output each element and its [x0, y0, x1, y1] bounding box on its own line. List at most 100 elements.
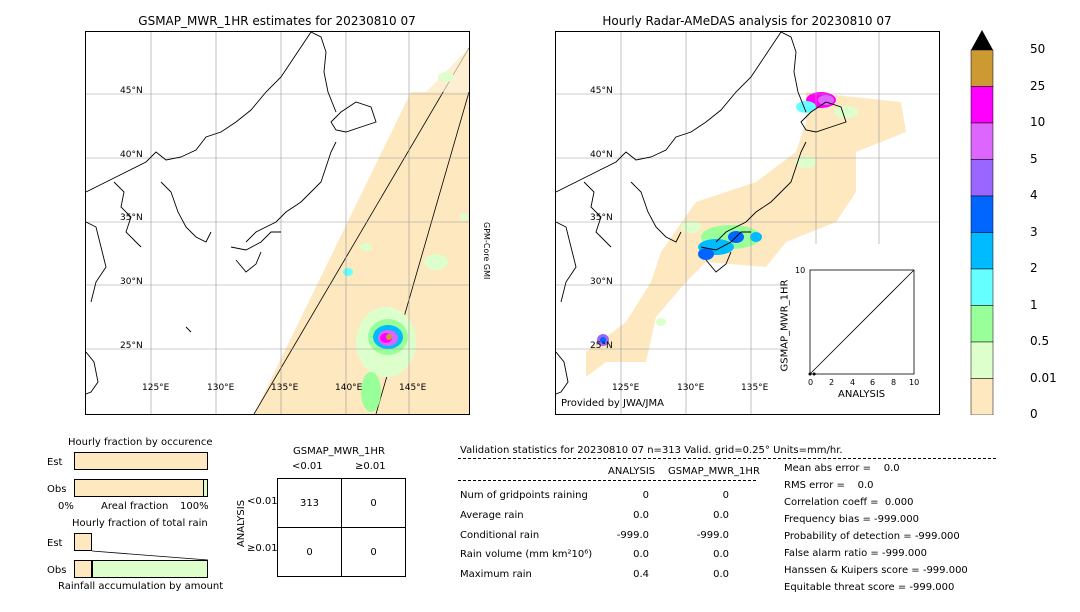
val-row3-b: 0.0 — [713, 549, 729, 560]
rain-cells — [343, 72, 468, 412]
score-corr: Correlation coeff = 0.000 — [784, 497, 914, 508]
colorbar-tick-label: 0 — [1030, 407, 1038, 421]
ct-col-lt: <0.01 — [292, 461, 323, 472]
val-row0-label: Num of gridpoints raining — [460, 490, 588, 501]
r-lon-label-135: 135°E — [741, 383, 769, 393]
ct-cell-00: 313 — [277, 478, 342, 528]
lat-label-40: 40°N — [120, 150, 143, 160]
ct-cell-01: 0 — [341, 478, 406, 528]
score-mae: Mean abs error = 0.0 — [784, 463, 900, 474]
inset-xtick-6: 6 — [870, 378, 876, 387]
one-to-one-line — [809, 269, 915, 375]
colorbar-swatch-8 — [970, 341, 994, 379]
inset-xtick-0: 0 — [808, 378, 814, 387]
scatter-point-1 — [812, 372, 816, 376]
colorbar-swatch-3 — [970, 159, 994, 197]
colorbar-tick-label: 4 — [1030, 188, 1038, 202]
ct-cell-10: 0 — [277, 527, 342, 577]
val-col-divider — [458, 480, 756, 481]
val-row2-b: -999.0 — [696, 530, 729, 541]
inset-ylabel: GSMAP_MWR_1HR — [779, 279, 791, 372]
occ-obs-label: Obs — [47, 484, 67, 495]
val-row1-b: 0.0 — [713, 510, 729, 521]
colorbar-tick-label: 50 — [1030, 42, 1046, 56]
ct-row-ge: ≥0.01 — [247, 543, 278, 554]
validation-divider — [458, 458, 996, 459]
lat-label-25: 25°N — [120, 341, 143, 351]
contingency-title: GSMAP_MWR_1HR — [293, 446, 385, 457]
score-pod: Probability of detection = -999.000 — [784, 531, 960, 542]
colorbar-swatch-0 — [970, 49, 994, 87]
r-lat-label-35: 35°N — [590, 213, 613, 223]
tot-obs-label: Obs — [47, 565, 67, 576]
occ-xtick-100: 100% — [180, 501, 209, 512]
colorbar-tick-label: 10 — [1030, 115, 1046, 129]
ct-row-lt: <0.01 — [247, 496, 278, 507]
tot-est-bar — [74, 533, 92, 551]
val-row2-label: Conditional rain — [460, 530, 540, 541]
lon-label-135: 135°E — [271, 383, 299, 393]
tot-obs-bar-b — [92, 560, 208, 578]
occ-est-label: Est — [47, 457, 63, 468]
inset-xlabel: ANALYSIS — [838, 389, 886, 400]
right-map-title: Hourly Radar-AMeDAS analysis for 2023081… — [602, 14, 892, 28]
total-rain-title: Hourly fraction of total rain — [72, 518, 208, 529]
colorbar-tick-label: 25 — [1030, 78, 1046, 93]
radar-coverage — [586, 92, 906, 377]
r-lat-label-30: 30°N — [590, 277, 613, 287]
satellite-swath — [254, 92, 469, 414]
score-far: False alarm ratio = -999.000 — [784, 548, 927, 559]
r-lon-label-130: 130°E — [677, 383, 705, 393]
score-hk: Hanssen & Kuipers score = -999.000 — [784, 565, 968, 576]
inset-xtick-8: 8 — [891, 378, 897, 387]
colorbar-swatch-1 — [970, 86, 994, 124]
right-coastlines — [556, 32, 847, 395]
colorbar-tick-label: 3 — [1030, 224, 1038, 239]
occ-est-bar — [74, 452, 208, 470]
r-lon-label-125: 125°E — [612, 383, 640, 393]
total-rain-chart — [74, 533, 208, 578]
validation-header: Validation statistics for 20230810 07 n=… — [460, 445, 843, 456]
val-col-analysis: ANALYSIS — [608, 466, 656, 477]
colorbar-tick-label: 2 — [1030, 261, 1038, 275]
tot-xlabel: Rainfall accumulation by amount — [58, 581, 224, 592]
val-col-gsmap: GSMAP_MWR_1HR — [668, 466, 760, 477]
swath-edge-left — [253, 47, 469, 414]
inset-ytick-10: 10 — [795, 266, 806, 275]
colorbar-tick-label: 1 — [1030, 297, 1038, 312]
r-lat-label-40: 40°N — [590, 150, 613, 160]
lat-label-30: 30°N — [120, 277, 143, 287]
colorbar-tick-label: 0.5 — [1030, 334, 1050, 348]
left-map-title: GSMAP_MWR_1HR estimates for 20230810 07 — [138, 14, 416, 28]
scatter-points — [808, 372, 816, 376]
score-rmse: RMS error = 0.0 — [784, 480, 874, 491]
occ-obs-bar — [74, 479, 208, 497]
colorbar-swatch-2 — [970, 122, 994, 160]
tot-connector — [91, 550, 208, 561]
val-row4-b: 0.0 — [713, 569, 729, 580]
occ-xlabel: Areal fraction — [101, 501, 169, 512]
ct-col-ge: ≥0.01 — [355, 461, 386, 472]
score-ets: Equitable threat score = -999.000 — [784, 582, 955, 593]
val-row1-label: Average rain — [460, 510, 524, 521]
ct-row-title: ANALYSIS — [236, 499, 248, 548]
right-map-svg — [556, 32, 939, 414]
colorbar-swatch-5 — [970, 232, 994, 270]
val-row3-a: 0.0 — [633, 549, 649, 560]
val-row2-a: -999.0 — [616, 530, 649, 541]
lon-label-145: 145°E — [399, 383, 427, 393]
r-lat-label-25: 25°N — [590, 341, 613, 351]
colorbar-extend-arrow — [971, 30, 993, 50]
lon-label-125: 125°E — [142, 383, 170, 393]
colorbar-swatch-4 — [970, 195, 994, 233]
r-lat-label-45: 45°N — [590, 86, 613, 96]
sensor-label: GPM-Core GMI — [482, 222, 491, 280]
colorbar-swatch-9 — [970, 378, 994, 415]
val-row3-label: Rain volume (mm km²10⁶) — [460, 549, 593, 560]
ct-cell-11: 0 — [341, 527, 406, 577]
scatter-inset-plot — [808, 269, 915, 376]
occurrence-chart — [74, 452, 208, 497]
colorbar-swatch-7 — [970, 305, 994, 343]
left-map-svg — [86, 32, 469, 414]
inset-xtick-4: 4 — [850, 378, 856, 387]
